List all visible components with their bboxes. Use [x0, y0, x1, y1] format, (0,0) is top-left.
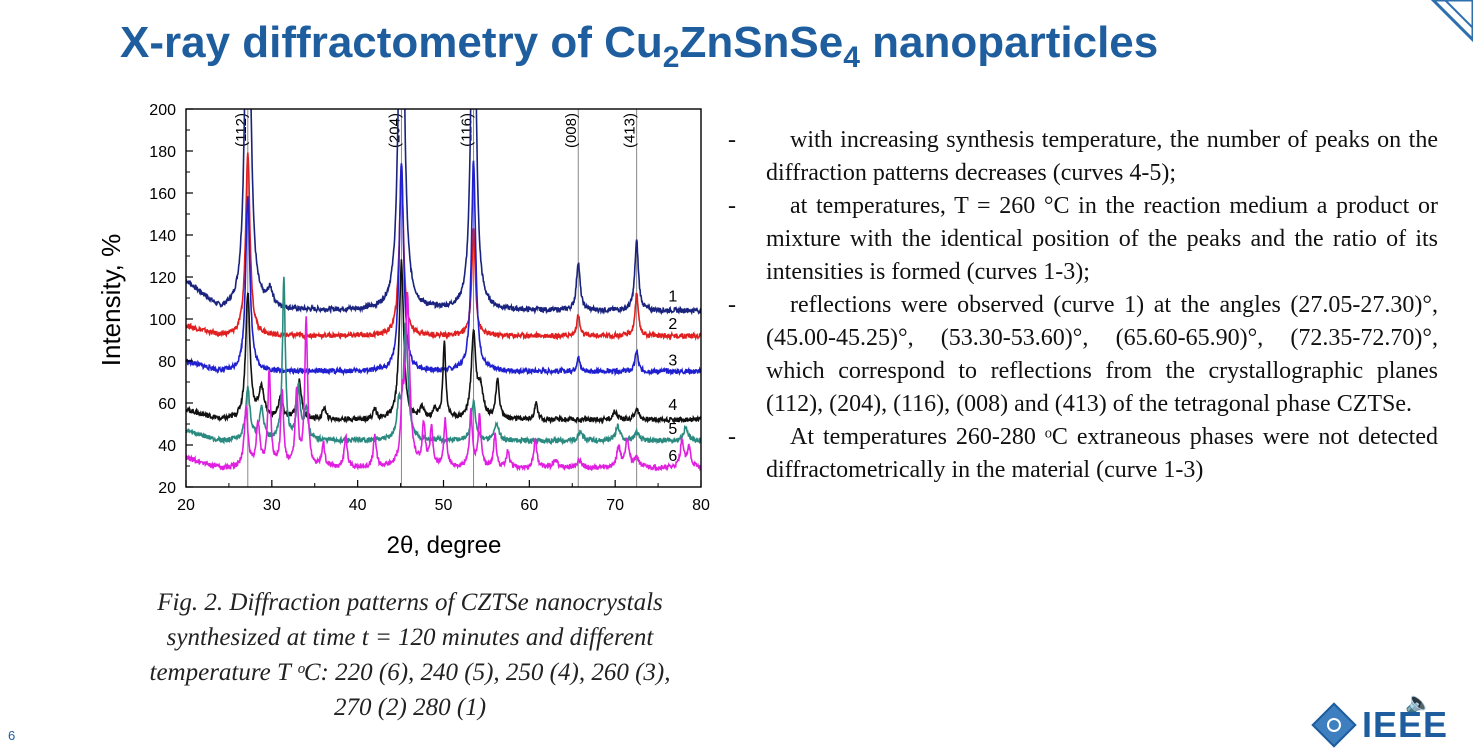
slide-title: X-ray diffractometry of Cu2ZnSnSe4 nanop…	[120, 18, 1159, 74]
list-item: - reflections were observed (curve 1) at …	[728, 292, 1438, 417]
series-label: 1	[668, 289, 677, 306]
ieee-diamond-icon	[1311, 702, 1357, 748]
caption-line: Fig. 2. Diffraction patterns of CZTSe na…	[157, 589, 663, 616]
hkl-label: (116)	[459, 113, 476, 147]
list-item: - at temperatures, T = 260 °C in the reac…	[728, 193, 1438, 285]
x-tick-label: 80	[692, 497, 710, 514]
series-line-3	[186, 160, 701, 377]
series-line-2	[186, 152, 701, 342]
caption-line: synthesized at time t = 120 minutes and …	[166, 624, 654, 651]
hkl-label: (413)	[622, 113, 639, 148]
corner-decoration	[1430, 0, 1473, 43]
speaker-icon[interactable]: 🔈	[1405, 690, 1433, 715]
y-tick-label: 140	[149, 228, 176, 245]
series-label: 4	[668, 397, 677, 414]
y-tick-label: 80	[158, 354, 176, 371]
series-label: 6	[668, 448, 677, 465]
series-label: 3	[668, 353, 677, 370]
list-item: - At temperatures 260-280 ᵒC extraneous p…	[728, 424, 1438, 483]
figure-caption: Fig. 2. Diffraction patterns of CZTSe na…	[95, 585, 725, 725]
series-label: 5	[668, 421, 677, 438]
y-tick-label: 180	[149, 144, 176, 161]
y-tick-label: 100	[149, 312, 176, 329]
caption-line: temperature T ᵒC: 220 (6), 240 (5), 250 …	[149, 659, 671, 686]
series-label: 2	[668, 316, 677, 333]
x-axis-label: 2θ, degree	[387, 532, 502, 559]
list-item: - with increasing synthesis temperature, …	[728, 127, 1438, 186]
page-number: 6	[8, 728, 16, 743]
xrd-chart: (112) (204) (116) (008) (413) 1 2 3 4 5 6 20 30 40 50…	[96, 102, 710, 559]
y-tick-label: 60	[158, 396, 176, 413]
hkl-label: (112)	[233, 113, 250, 147]
series-line-4	[186, 259, 701, 425]
series-line-1	[186, 109, 701, 316]
logo-wordmark: IEEE	[1362, 704, 1449, 745]
series-line-6	[186, 292, 701, 472]
x-tick-label: 50	[435, 497, 453, 514]
x-tick-label: 20	[177, 497, 195, 514]
y-tick-label: 200	[149, 102, 176, 119]
x-tick-label: 60	[520, 497, 538, 514]
reference-lines: (112) (204) (116) (008) (413)	[233, 109, 639, 487]
y-tick-label: 40	[158, 438, 176, 455]
x-tick-label: 30	[263, 497, 281, 514]
x-tick-label: 70	[606, 497, 624, 514]
y-tick-label: 20	[158, 480, 176, 497]
y-axis-label: Intensity, %	[96, 234, 126, 366]
hkl-label: (204)	[386, 113, 403, 148]
axis-layer: 1 2 3 4 5 6 20 30 40 50 60 70 80 20 40 60 80 100 120 140 160…	[149, 102, 710, 514]
caption-line: 270 (2) 280 (1)	[333, 694, 487, 721]
series-layer	[186, 109, 701, 472]
x-tick-label: 40	[349, 497, 367, 514]
y-tick-label: 160	[149, 186, 176, 203]
y-tick-label: 120	[149, 270, 176, 287]
findings-list: - with increasing synthesis temperature, …	[728, 124, 1438, 487]
ieee-logo: IEEE	[1311, 702, 1449, 748]
hkl-label: (008)	[563, 113, 580, 148]
